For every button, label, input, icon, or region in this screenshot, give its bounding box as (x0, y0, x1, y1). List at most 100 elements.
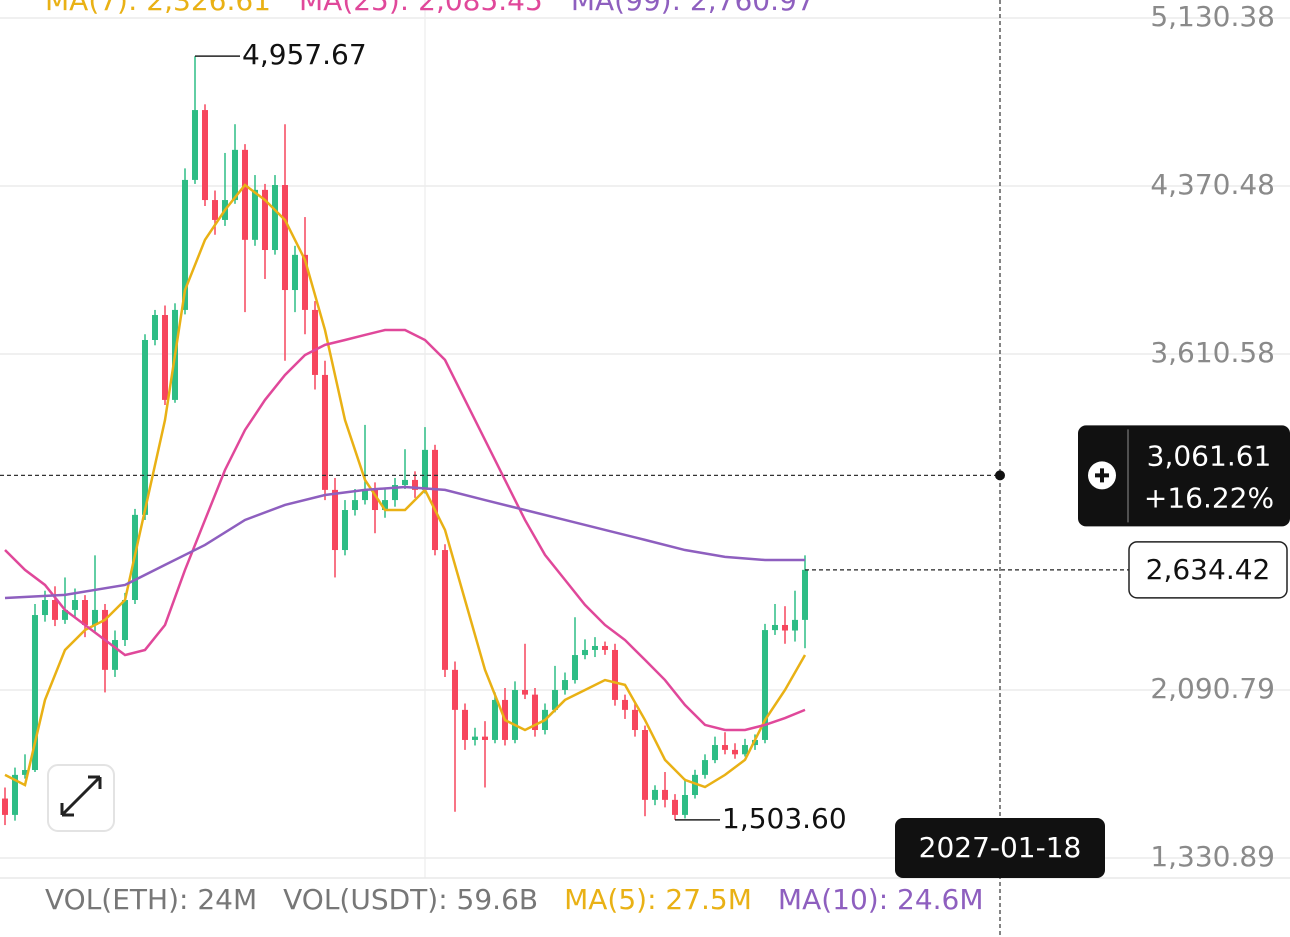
candle-body (462, 709, 468, 740)
candle-body (572, 655, 578, 681)
candle-body (782, 624, 788, 631)
max-label: 4,957.67 (242, 38, 367, 71)
candle-body (432, 449, 438, 551)
y-tick-label: 1,330.89 (1150, 840, 1275, 873)
candle-body (292, 254, 298, 291)
candle-body (42, 599, 48, 616)
candle-body (492, 699, 498, 740)
candle-body (162, 315, 168, 400)
candle-body (642, 730, 648, 800)
plus-icon (1095, 468, 1109, 483)
candle-body (82, 599, 88, 625)
crosshair-date: 2027-01-18 (919, 831, 1082, 864)
candle-body (202, 110, 208, 201)
candle-body (252, 189, 258, 240)
candle-body (232, 149, 238, 201)
candle-body (662, 789, 668, 800)
volume-legend-entry: MA(5): 27.5M (564, 883, 752, 916)
candle-body (302, 254, 308, 310)
y-tick-label: 2,090.79 (1150, 672, 1275, 705)
candle-body (262, 189, 268, 251)
legend-entry: MA(99): 2,760.97 (571, 0, 815, 17)
candle-body (22, 770, 28, 775)
candle-body (762, 630, 768, 740)
candle-body (92, 609, 98, 625)
candle-body (732, 749, 738, 755)
candle-body (332, 489, 338, 551)
candle-body (352, 500, 358, 511)
y-tick-label: 5,130.38 (1150, 0, 1275, 33)
candle-body (272, 185, 278, 251)
candle-body (52, 599, 58, 620)
candle-body (182, 179, 188, 310)
candle-body (452, 669, 458, 710)
candle-body (552, 689, 558, 710)
ma-line (4, 485, 805, 600)
candle-body (482, 736, 488, 740)
candle-body (142, 339, 148, 515)
candle-body (412, 479, 418, 490)
candle-body (72, 599, 78, 610)
candle-body (742, 745, 748, 755)
candle-body (702, 760, 708, 775)
candle-body (802, 569, 808, 620)
last-price-label: 2,634.42 (1146, 553, 1271, 586)
candle-body (372, 489, 378, 511)
min-label: 1,503.60 (722, 802, 847, 835)
candle-body (62, 609, 68, 620)
candle-body (392, 485, 398, 501)
legend-entry: MA(25): 2,085.45 (299, 0, 543, 17)
candle-body (522, 689, 528, 695)
candle-body (622, 699, 628, 710)
crosshair-price-box (1078, 425, 1290, 527)
candle-body (312, 309, 318, 375)
expand-icon (60, 775, 102, 817)
candle-body (12, 774, 18, 815)
candle-body (632, 709, 638, 731)
candle-body (322, 374, 328, 490)
candle-body (442, 550, 448, 670)
candle-body (692, 774, 698, 796)
last-price-box (1128, 541, 1288, 599)
candle-body (512, 689, 518, 740)
candle-body (2, 798, 8, 815)
candle-body (722, 745, 728, 750)
candle-body (472, 736, 478, 740)
crosshair-change: +16.22% (1144, 481, 1274, 514)
candle-body (772, 624, 778, 631)
candle-body (602, 645, 608, 650)
candle-body (32, 615, 38, 771)
volume-legend-entry: MA(10): 24.6M (778, 883, 984, 916)
crosshair-price: 3,061.61 (1147, 439, 1272, 472)
candle-body (562, 680, 568, 690)
candle-body (212, 200, 218, 220)
ma-line (4, 328, 806, 732)
crosshair-date-box (895, 818, 1105, 878)
volume-legend-entry: VOL(USDT): 59.6B (283, 883, 538, 916)
candle-body (282, 185, 288, 291)
candle-body (672, 799, 678, 815)
candle-body (582, 649, 588, 656)
candle-body (382, 500, 388, 511)
candle-body (652, 789, 658, 800)
candle-body (152, 315, 158, 340)
candle-body (422, 449, 428, 490)
candle-body (122, 599, 128, 641)
y-tick-label: 3,610.58 (1150, 336, 1275, 369)
candle-body (682, 795, 688, 815)
candle-body (612, 649, 618, 700)
ma-line (4, 183, 807, 789)
candle-body (362, 489, 368, 501)
candle-body (532, 694, 538, 731)
candle-body (712, 745, 718, 761)
candle-body (402, 479, 408, 486)
legend-entry: MA(7): 2,326.61 (45, 0, 271, 17)
candle-body (112, 640, 118, 670)
candle-body (592, 645, 598, 650)
candle-body (192, 110, 198, 180)
candle-body (342, 510, 348, 551)
candle-body (242, 149, 248, 240)
volume-legend-entry: VOL(ETH): 24M (45, 883, 257, 916)
crosshair-dot (995, 470, 1005, 481)
